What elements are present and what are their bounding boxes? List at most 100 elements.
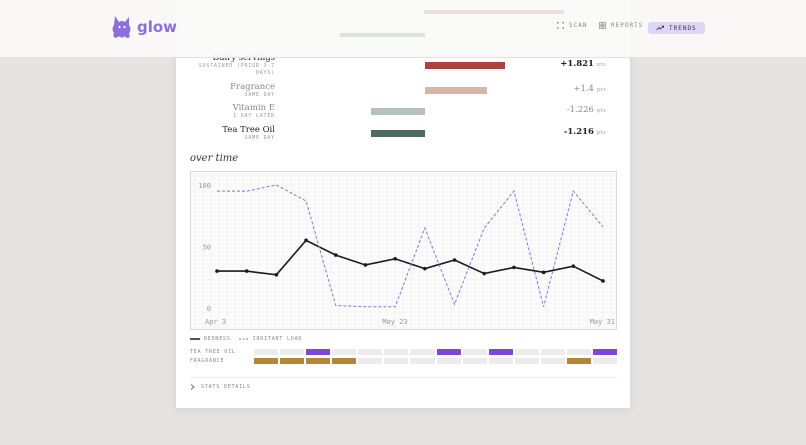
exposure-cell (410, 349, 435, 355)
x-tick-label: May 31 (590, 318, 615, 326)
data-point (274, 272, 279, 277)
data-point (423, 266, 427, 271)
exposure-cell (254, 358, 279, 364)
exposure-cell (358, 358, 383, 364)
x-tick-label: Apr 3 (205, 318, 226, 326)
nav-trends-label: TRENDS (669, 24, 697, 32)
nav-reports[interactable]: REPORTS (599, 22, 643, 29)
exposure-cell (514, 349, 539, 355)
factor-name: Vitamin E (232, 103, 275, 113)
series-line-irritant-load (217, 184, 604, 308)
track-label: FRAGRANCE (190, 358, 225, 364)
exposure-cell (540, 358, 565, 364)
exposure-cell (540, 349, 565, 355)
exposure-cell (462, 358, 487, 364)
stats-details-label: STATS DETAILS (201, 384, 251, 390)
factor-value-unit: pts (596, 87, 606, 93)
factor-value: -1.216 pts (564, 127, 606, 137)
data-point (571, 264, 576, 268)
factor-value: +1.821 pts (560, 59, 606, 69)
exposure-cell (436, 349, 461, 355)
exposure-cell (462, 349, 487, 355)
factor-value-unit: pts (596, 62, 606, 68)
exposure-cell (306, 349, 331, 355)
data-point (333, 253, 338, 257)
data-point (363, 263, 368, 267)
factor-bar (371, 108, 425, 115)
nav-scan-label: SCAN (569, 22, 588, 29)
logo[interactable]: glow (110, 14, 177, 40)
exposure-cell (514, 358, 539, 364)
factor-value: +1.4 pts (573, 84, 606, 94)
chart-svg: 100 50 0 Apr 3 May 23 May 31 (191, 172, 618, 331)
data-point (393, 257, 397, 261)
factor-value-number: +1.4 (573, 84, 594, 94)
factor-value: -1.226 pts (567, 105, 606, 115)
data-point (601, 279, 605, 283)
y-tick-label: 100 (198, 182, 211, 190)
factor-name: Dairy servings (212, 53, 275, 63)
stats-details-toggle[interactable]: STATS DETAILS (190, 384, 251, 390)
nav-reports-label: REPORTS (611, 22, 644, 29)
trend-chart: 100 50 0 Apr 3 May 23 May 31 (190, 171, 618, 331)
exposure-track (254, 349, 618, 355)
factor-value-number: -1.216 (563, 127, 594, 137)
reports-icon (599, 22, 606, 29)
track-label: TEA TREE OIL (190, 349, 236, 355)
factor-value-number: +1.821 (560, 59, 594, 69)
exposure-cell (280, 349, 305, 355)
factor-row: Tea Tree Oil SAME DAY -1.216 pts (190, 125, 620, 145)
exposure-cell (384, 358, 409, 364)
exposure-cell (280, 358, 305, 364)
data-point (512, 265, 516, 270)
exposure-cell (566, 358, 592, 364)
factor-bar (425, 62, 506, 69)
factor-name: Fragrance (230, 82, 275, 92)
factor-timing: SUSTAINED (PRIOR 3-7 DAYS) (198, 63, 275, 76)
exposure-cell (410, 358, 435, 364)
cat-logo-icon (112, 16, 131, 38)
exposure-cell (332, 358, 357, 364)
trend-up-icon (656, 25, 664, 31)
data-point (452, 258, 457, 262)
data-point (541, 270, 546, 275)
factor-bar (425, 87, 487, 94)
exposure-cell (358, 349, 383, 355)
y-tick-label: 0 (207, 305, 211, 313)
exposure-cell (384, 349, 409, 355)
data-point (482, 271, 487, 276)
data-point (244, 269, 249, 273)
factor-value-unit: pts (596, 108, 606, 114)
legend-irritant: IRRITANT LOAD (238, 336, 303, 342)
y-tick-label: 50 (203, 244, 211, 252)
data-point (304, 238, 308, 243)
x-tick-label: May 23 (382, 318, 407, 326)
factor-bar (371, 130, 425, 137)
legend-redness: REDNESS (190, 336, 231, 342)
nav-scan[interactable]: SCAN (557, 22, 587, 29)
legend-redness-label: REDNESS (204, 336, 231, 342)
exposure-cell (566, 349, 592, 355)
factor-value-unit: pts (596, 130, 606, 136)
factor-timing: 1 DAY LATER (233, 113, 275, 119)
chart-legend: REDNESS IRRITANT LOAD (190, 336, 302, 342)
factor-name: Tea Tree Oil (222, 125, 275, 135)
top-bar: glow SCAN REPORTS TRENDS (0, 0, 806, 58)
exposure-cell (306, 358, 331, 364)
chevron-right-icon (190, 384, 195, 390)
series-line-redness (217, 239, 604, 282)
section-title: over time (190, 153, 239, 164)
scan-icon (557, 22, 564, 29)
legend-irritant-label: IRRITANT LOAD (252, 336, 303, 342)
exposure-cell (436, 358, 461, 364)
exposure-cell (488, 358, 513, 364)
factor-timing: SAME DAY (244, 92, 275, 98)
exposure-cell (488, 349, 513, 355)
factor-value-number: -1.226 (566, 105, 594, 115)
logo-text: glow (137, 18, 178, 36)
exposure-cell (254, 349, 279, 355)
nav-trends[interactable]: TRENDS (648, 22, 705, 34)
exposure-cell (593, 358, 618, 364)
exposure-cell (332, 349, 357, 355)
